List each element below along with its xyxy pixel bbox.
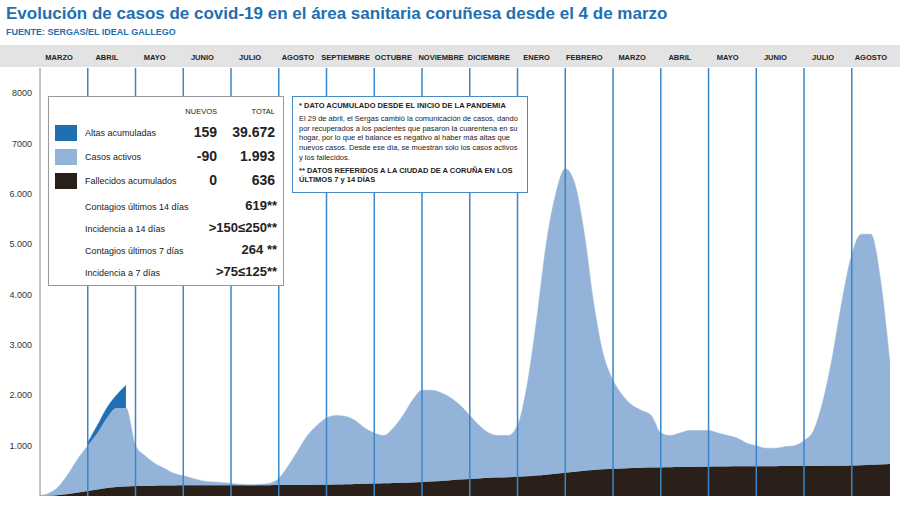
svg-text:DICIEMBRE: DICIEMBRE <box>468 53 510 62</box>
svg-text:JULIO: JULIO <box>239 53 261 62</box>
svg-text:8000: 8000 <box>12 88 32 98</box>
svg-text:4.000: 4.000 <box>9 290 32 300</box>
svg-text:6.000: 6.000 <box>9 189 32 199</box>
html-text:1.993: 1.993 <box>240 148 275 164</box>
svg-text:ABRIL: ABRIL <box>95 53 118 62</box>
html-text:El 29 de abril, el Sergas camb: El 29 de abril, el Sergas cambió la comu… <box>299 113 518 162</box>
svg-text:AGOSTO: AGOSTO <box>855 53 888 62</box>
html-text:619**: 619** <box>245 198 277 213</box>
html-text:39.672: 39.672 <box>232 124 275 140</box>
html-text:-90: -90 <box>196 148 217 164</box>
svg-text:FEBRERO: FEBRERO <box>566 53 603 62</box>
svg-text:3.000: 3.000 <box>9 340 32 350</box>
svg-text:AGOSTO: AGOSTO <box>282 53 315 62</box>
svg-text:ENERO: ENERO <box>523 53 550 62</box>
html-text:0: 0 <box>209 172 217 188</box>
html-text:Incidencia a 7 días: Incidencia a 7 días <box>85 268 161 278</box>
svg-text:MARZO: MARZO <box>618 53 646 62</box>
html-text:636: 636 <box>251 172 275 188</box>
html-text:264 **: 264 ** <box>241 242 277 257</box>
html-text:FUENTE: SERGAS/EL IDEAL GALLEG: FUENTE: SERGAS/EL IDEAL GALLEGO <box>6 27 176 37</box>
svg-text:JUNIO: JUNIO <box>191 53 214 62</box>
html-text:** DATOS REFERIDOS A LA CIUDAD: ** DATOS REFERIDOS A LA CIUDAD DE A CORU… <box>299 165 513 185</box>
svg-text:2.000: 2.000 <box>9 390 32 400</box>
svg-text:JUNIO: JUNIO <box>764 53 787 62</box>
svg-text:NOVIEMBRE: NOVIEMBRE <box>418 53 463 62</box>
html-text:TOTAL: TOTAL <box>251 107 275 116</box>
html-text:NUEVOS: NUEVOS <box>185 107 217 116</box>
svg-text:JULIO: JULIO <box>812 53 834 62</box>
html-text:Casos activos: Casos activos <box>85 152 141 162</box>
svg-text:MAYO: MAYO <box>144 53 166 62</box>
html-text:Contagios últimos 14 días: Contagios últimos 14 días <box>85 202 189 212</box>
html-text:>150≤250**: >150≤250** <box>208 220 277 235</box>
html-text:Altas acumuladas: Altas acumuladas <box>85 128 156 138</box>
html-text:Fallecidos acumulados: Fallecidos acumulados <box>85 176 177 186</box>
svg-text:MARZO: MARZO <box>45 53 73 62</box>
html-text:159: 159 <box>193 124 217 140</box>
html-text:Contagios últimos 7 días: Contagios últimos 7 días <box>85 246 184 256</box>
svg-text:ABRIL: ABRIL <box>668 53 691 62</box>
html-text:>75≤125**: >75≤125** <box>216 264 277 279</box>
html-text:Evolución de casos de covid-19: Evolución de casos de covid-19 en el áre… <box>6 4 668 23</box>
svg-text:5.000: 5.000 <box>9 239 32 249</box>
html-text:* DATO ACUMULADO DESDE EL INIC: * DATO ACUMULADO DESDE EL INICIO DE LA P… <box>299 101 506 110</box>
svg-text:7000: 7000 <box>12 139 32 149</box>
svg-text:SEPTIEMBRE: SEPTIEMBRE <box>321 53 370 62</box>
html-text:Incidencia a 14 días: Incidencia a 14 días <box>85 224 166 234</box>
svg-text:1.000: 1.000 <box>9 441 32 451</box>
svg-text:MAYO: MAYO <box>717 53 739 62</box>
svg-text:OCTUBRE: OCTUBRE <box>375 53 412 62</box>
